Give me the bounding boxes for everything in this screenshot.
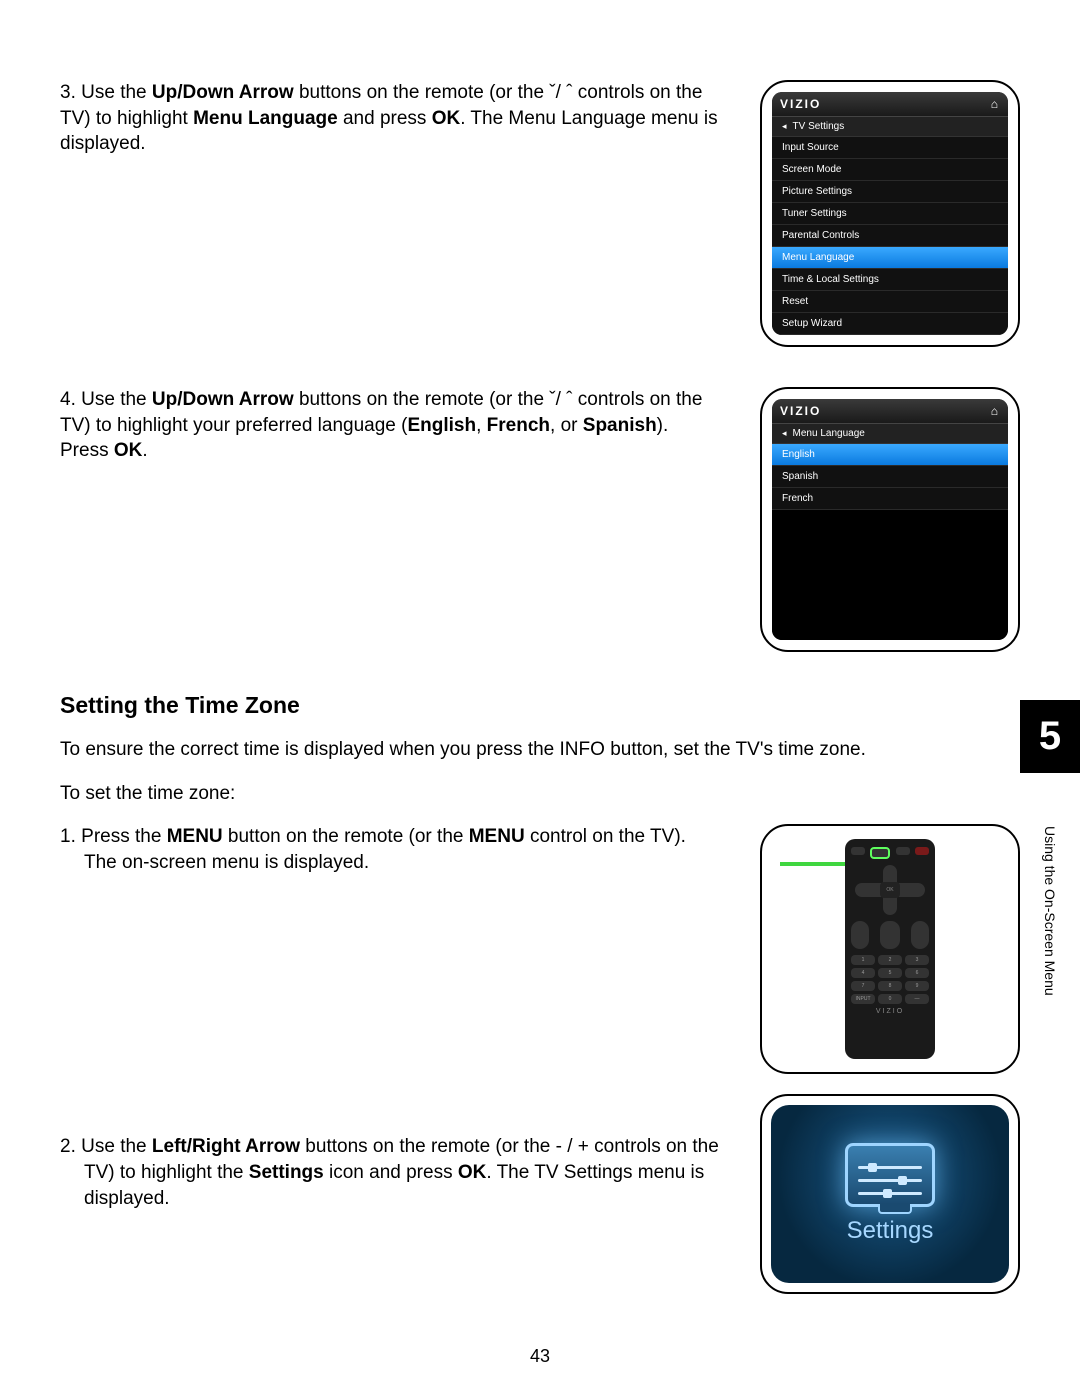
menu-language-figure: VIZIO ⌂ Menu LanguageEnglishSpanishFrench [760,387,1020,652]
menu-item: Picture Settings [772,181,1008,203]
remote-small-button [851,847,865,855]
remote-key: 8 [878,981,902,991]
menu-item: French [772,488,1008,510]
remote-key: INPUT [851,994,875,1004]
remote-key: 4 [851,968,875,978]
menu-item: Screen Mode [772,159,1008,181]
remote-key: 7 [851,981,875,991]
remote-key: 1 [851,955,875,965]
remote-menu-button [870,847,890,859]
remote-key: 9 [905,981,929,991]
tz-step-1-row: 1. Press the MENU button on the remote (… [60,824,1020,1294]
remote-key: 5 [878,968,902,978]
remote-key: 0 [878,994,902,1004]
remote-small-button [896,847,910,855]
brand-logo: VIZIO [780,404,821,418]
menu-item: Parental Controls [772,225,1008,247]
chapter-number: 5 [1020,700,1080,773]
step-number: 4. [60,389,76,410]
breadcrumb: TV Settings [772,117,1008,137]
tz-step-2-text: 2. Use the Left/Right Arrow buttons on t… [60,1134,740,1211]
settings-sliders-icon [845,1143,935,1207]
step-4-text: 4. Use the Up/Down Arrow buttons on the … [60,387,740,652]
remote-last-button [880,921,900,949]
menu-item: Setup Wizard [772,313,1008,335]
remote-figure: OK 123 456 789 INPUT0— VIZIO [760,824,1020,1074]
remote-control: OK 123 456 789 INPUT0— VIZIO [845,839,935,1059]
remote-key: 3 [905,955,929,965]
menu-item: Input Source [772,137,1008,159]
menu-item: Time & Local Settings [772,269,1008,291]
brand-logo: VIZIO [780,97,821,111]
menu-item: Reset [772,291,1008,313]
menu-item: Menu Language [772,247,1008,269]
section-lead: To set the time zone: [60,781,1020,807]
remote-key: 2 [878,955,902,965]
menu-item: English [772,444,1008,466]
remote-vol-rocker [851,921,869,949]
menu-item: Spanish [772,466,1008,488]
chapter-side-tab: 5 Using the On-Screen Menu [1020,700,1080,1033]
home-icon: ⌂ [991,97,1000,111]
tv-settings-menu-figure: VIZIO ⌂ TV SettingsInput SourceScreen Mode… [760,80,1020,347]
step-3-row: 3. Use the Up/Down Arrow buttons on the … [60,80,1020,347]
section-heading: Setting the Time Zone [60,692,1020,719]
step-number: 1. [60,826,76,847]
remote-key: — [905,994,929,1004]
step-3-text: 3. Use the Up/Down Arrow buttons on the … [60,80,740,347]
step-number: 3. [60,82,76,103]
menu-titlebar: VIZIO ⌂ [772,399,1008,424]
section-intro: To ensure the correct time is displayed … [60,737,1020,763]
menu-item: Tuner Settings [772,203,1008,225]
menu-titlebar: VIZIO ⌂ [772,92,1008,117]
remote-brand: VIZIO [851,1008,929,1015]
remote-ch-rocker [911,921,929,949]
step-number: 2. [60,1136,76,1157]
step-4-row: 4. Use the Up/Down Arrow buttons on the … [60,387,1020,652]
home-icon: ⌂ [991,404,1000,418]
chapter-label: Using the On-Screen Menu [1042,773,1058,1033]
remote-power-button [915,847,929,855]
remote-ok-button: OK [880,882,900,898]
page-number: 43 [0,1346,1080,1367]
breadcrumb: Menu Language [772,424,1008,444]
remote-key: 6 [905,968,929,978]
remote-dpad: OK [855,865,925,915]
tz-step-1-text: 1. Press the MENU button on the remote (… [60,824,740,1294]
settings-label: Settings [847,1217,934,1245]
